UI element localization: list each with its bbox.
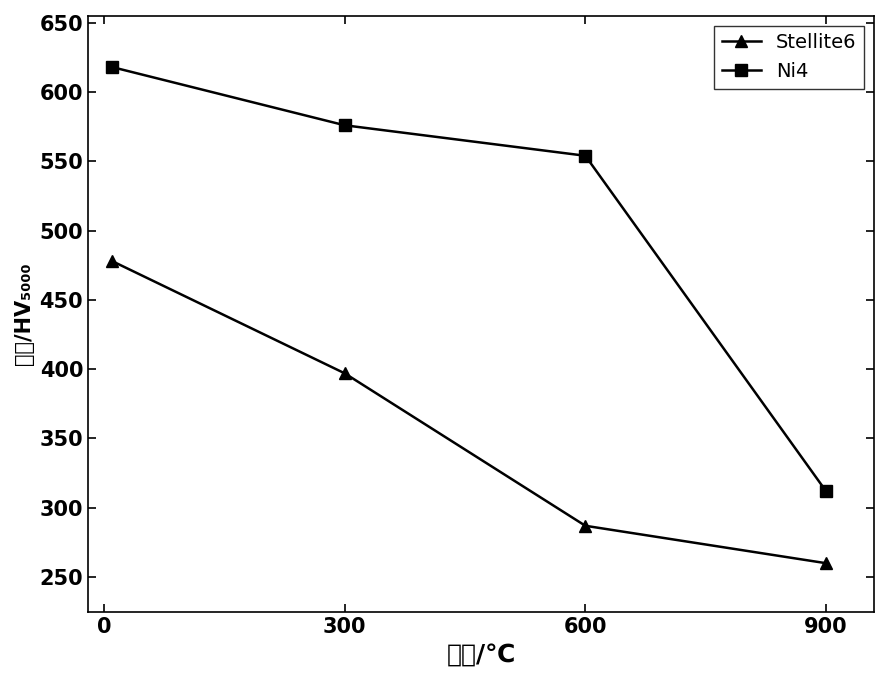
Ni4 bbox=[580, 152, 591, 160]
Stellite6 bbox=[107, 257, 117, 265]
Line: Stellite6: Stellite6 bbox=[106, 255, 832, 569]
Legend: Stellite6, Ni4: Stellite6, Ni4 bbox=[714, 26, 864, 89]
Line: Ni4: Ni4 bbox=[106, 61, 832, 497]
Ni4 bbox=[821, 487, 831, 495]
Y-axis label: 硬度/HV₅₀₀₀: 硬度/HV₅₀₀₀ bbox=[14, 262, 34, 365]
X-axis label: 温度/℃: 温度/℃ bbox=[447, 642, 516, 666]
Ni4 bbox=[339, 121, 350, 129]
Ni4 bbox=[107, 63, 117, 71]
Stellite6 bbox=[339, 369, 350, 377]
Stellite6 bbox=[821, 559, 831, 567]
Stellite6 bbox=[580, 522, 591, 530]
